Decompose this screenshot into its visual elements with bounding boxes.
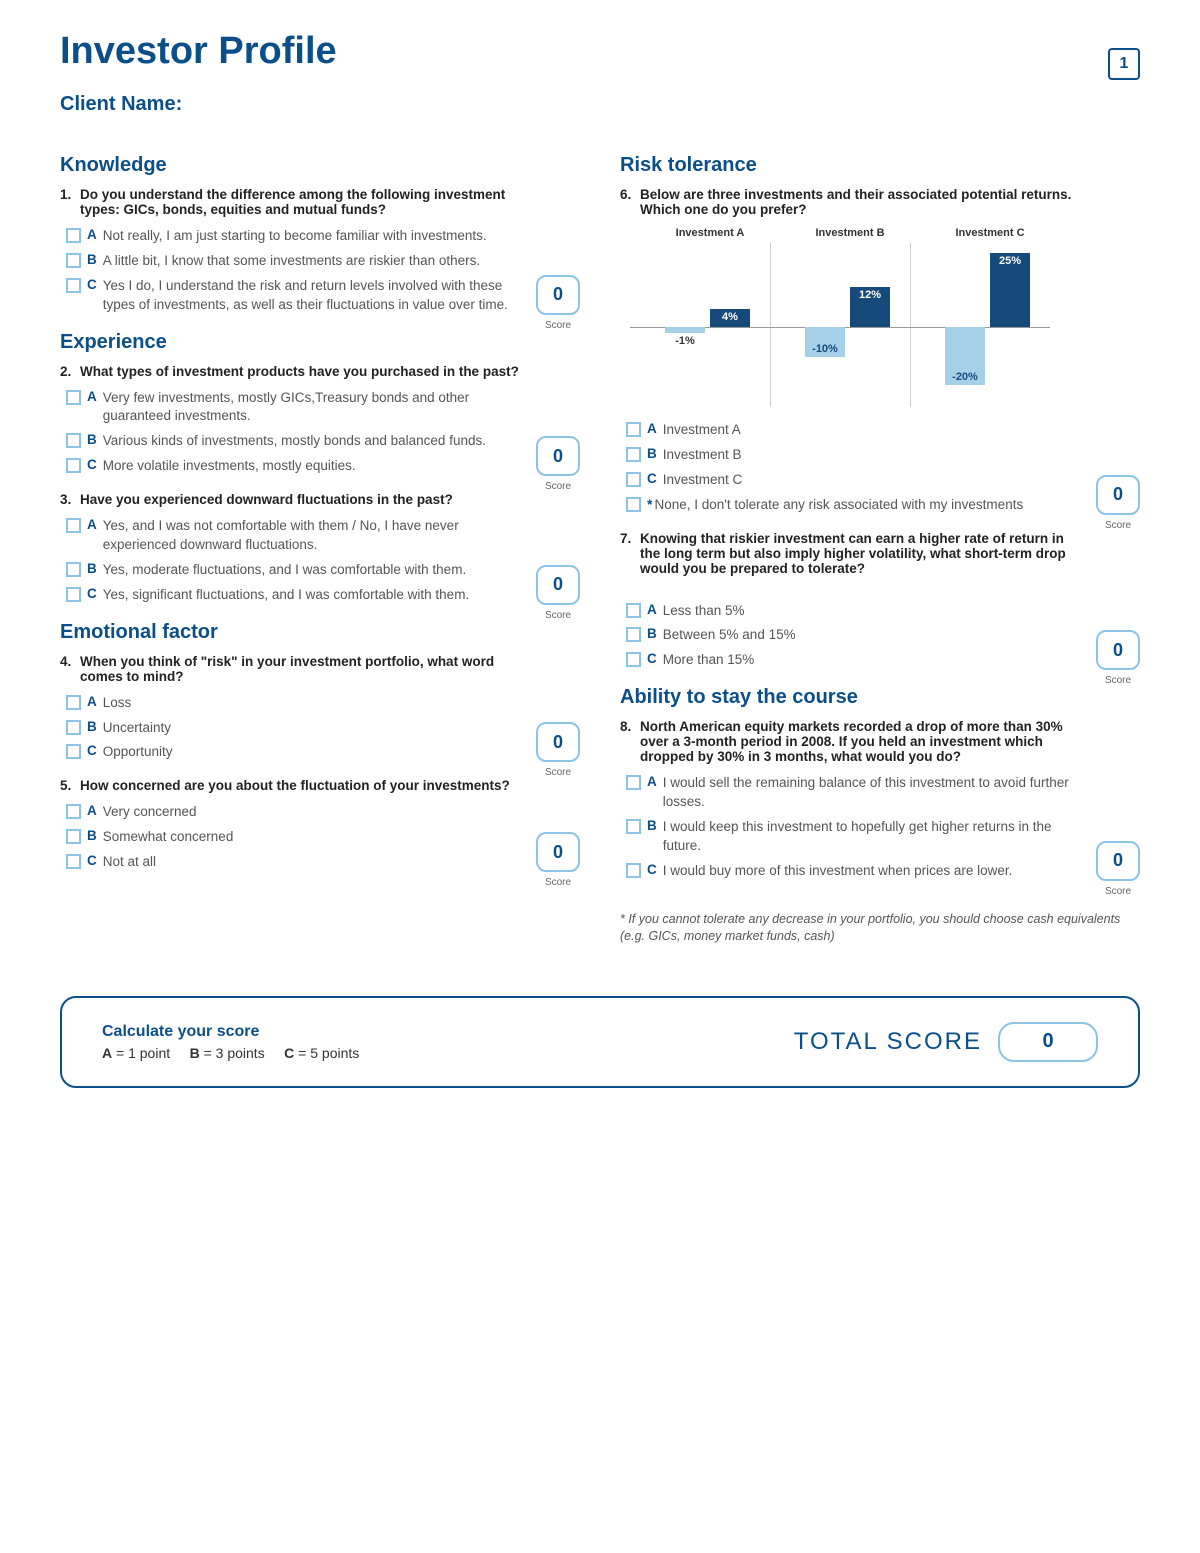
q5-a-checkbox[interactable] [66,804,81,819]
q2-score[interactable]: 0 [536,436,580,476]
q8-score[interactable]: 0 [1096,841,1140,881]
q7-c-text: More than 15% [663,651,1080,670]
q4-c-checkbox[interactable] [66,744,81,759]
q3-b-checkbox[interactable] [66,562,81,577]
q5: 5.How concerned are you about the fluctu… [60,778,520,793]
q4-b-checkbox[interactable] [66,720,81,735]
calc-points: A = 1 point B = 3 points C = 5 points [102,1045,359,1061]
q4-c-text: Opportunity [103,743,520,762]
q3-c-checkbox[interactable] [66,587,81,602]
q1-c-text: Yes I do, I understand the risk and retu… [103,277,520,315]
q2: 2.What types of investment products have… [60,364,520,379]
q6-a-checkbox[interactable] [626,422,641,437]
score-label: Score [1096,520,1140,531]
q8-b-checkbox[interactable] [626,819,641,834]
q4-a-checkbox[interactable] [66,695,81,710]
q7: 7.Knowing that riskier investment can ea… [620,531,1080,576]
q4-b-text: Uncertainty [103,719,520,738]
q5-score[interactable]: 0 [536,832,580,872]
q2-c-text: More volatile investments, mostly equiti… [103,457,520,476]
q1-c-checkbox[interactable] [66,278,81,293]
q1-a-checkbox[interactable] [66,228,81,243]
q7-b-text: Between 5% and 15% [663,626,1080,645]
q4-a-text: Loss [103,694,520,713]
q8-c-text: I would buy more of this investment when… [663,862,1080,881]
q5-b-checkbox[interactable] [66,829,81,844]
score-label: Score [536,877,580,888]
q4: 4.When you think of "risk" in your inves… [60,654,520,684]
q5-a-text: Very concerned [103,803,520,822]
q2-b-text: Various kinds of investments, mostly bon… [103,432,520,451]
total-score-value[interactable]: 0 [998,1022,1098,1062]
q7-a-checkbox[interactable] [626,603,641,618]
q6-a-text: Investment A [663,421,1080,440]
page-title: Investor Profile [60,30,337,73]
q6-score[interactable]: 0 [1096,475,1140,515]
q1-score[interactable]: 0 [536,275,580,315]
q2-b-checkbox[interactable] [66,433,81,448]
score-label: Score [536,320,580,331]
section-risk: Risk tolerance [620,154,1140,177]
calc-title: Calculate your score [102,1023,359,1041]
q3-score[interactable]: 0 [536,565,580,605]
q3: 3.Have you experienced downward fluctuat… [60,492,520,507]
section-course: Ability to stay the course [620,686,1140,709]
q8-a-text: I would sell the remaining balance of th… [663,774,1080,812]
section-knowledge: Knowledge [60,154,580,177]
q2-c-checkbox[interactable] [66,458,81,473]
q7-a-text: Less than 5% [663,602,1080,621]
total-score-box: Calculate your score A = 1 point B = 3 p… [60,996,1140,1088]
q3-c-text: Yes, significant fluctuations, and I was… [103,586,520,605]
q2-a-text: Very few investments, mostly GICs,Treasu… [103,389,520,427]
score-label: Score [536,481,580,492]
score-label: Score [536,767,580,778]
score-label: Score [1096,886,1140,897]
page-number-box: 1 [1108,48,1140,80]
q8-b-text: I would keep this investment to hopefull… [663,818,1080,856]
q6-c-text: Investment C [663,471,1080,490]
q6-none-text: None, I don't tolerate any risk associat… [654,496,1080,515]
q6: 6.Below are three investments and their … [620,187,1080,217]
q1-a-text: Not really, I am just starting to become… [103,227,520,246]
q5-c-text: Not at all [103,853,520,872]
total-score-label: TOTAL SCORE [794,1028,982,1056]
q2-a-checkbox[interactable] [66,390,81,405]
q1-b-checkbox[interactable] [66,253,81,268]
section-emotional: Emotional factor [60,621,580,644]
q3-a-text: Yes, and I was not comfortable with them… [103,517,520,555]
q5-b-text: Somewhat concerned [103,828,520,847]
score-label: Score [1096,675,1140,686]
q4-score[interactable]: 0 [536,722,580,762]
q7-b-checkbox[interactable] [626,627,641,642]
q7-score[interactable]: 0 [1096,630,1140,670]
q6-b-text: Investment B [663,446,1080,465]
client-name-label: Client Name: [60,93,337,116]
investment-chart: Investment AInvestment BInvestment C4%-1… [630,227,1050,407]
q7-c-checkbox[interactable] [626,652,641,667]
q3-b-text: Yes, moderate fluctuations, and I was co… [103,561,520,580]
q8-a-checkbox[interactable] [626,775,641,790]
q3-a-checkbox[interactable] [66,518,81,533]
q6-c-checkbox[interactable] [626,472,641,487]
q1: 1.Do you understand the difference among… [60,187,520,217]
q6-none-checkbox[interactable] [626,497,641,512]
q1-b-text: A little bit, I know that some investmen… [103,252,520,271]
q8: 8.North American equity markets recorded… [620,719,1080,764]
q8-c-checkbox[interactable] [626,863,641,878]
score-label: Score [536,610,580,621]
q5-c-checkbox[interactable] [66,854,81,869]
section-experience: Experience [60,331,580,354]
footnote: * If you cannot tolerate any decrease in… [620,911,1140,946]
q6-b-checkbox[interactable] [626,447,641,462]
